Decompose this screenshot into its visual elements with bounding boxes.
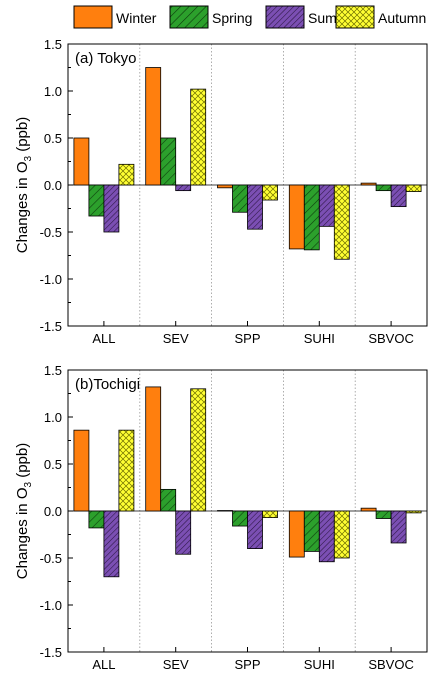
y-tick-label: 1.5 [44, 37, 62, 52]
bar-summer-suhi [318, 510, 335, 563]
bar-autumn-sev [190, 388, 207, 512]
y-tick-label: 1.0 [44, 410, 62, 425]
x-tick-label-sbvoc: SBVOC [368, 331, 414, 346]
panel-tokyo: 1.5 1.0 0.5 0.0 -0.5 -1.0 -1.5 ALL SEV SPP SUHI SBV… [14, 37, 428, 346]
y-tick-label: 1.5 [44, 363, 62, 378]
bar-autumn-spp [262, 510, 278, 518]
bar-spring-all [88, 510, 105, 529]
bar-summer-all [103, 510, 120, 578]
bar-spring-sev [160, 137, 177, 186]
panel-label: (b)Tochigi [75, 376, 140, 393]
y-tick-label: 0.5 [44, 457, 62, 472]
bar-winter-suhi [288, 510, 305, 558]
legend-item-autumn: Autumn [335, 5, 426, 29]
bar-summer-sbvoc [390, 510, 407, 544]
x-tick-label-suhi: SUHI [304, 331, 335, 346]
x-tick-label-all: ALL [92, 331, 115, 346]
legend-swatch-spring [169, 5, 209, 29]
bar-winter-sev [145, 386, 162, 512]
bar-autumn-all [118, 429, 135, 512]
bar-spring-all [88, 184, 105, 217]
bar-winter-spp [217, 510, 233, 512]
bar-summer-suhi [318, 184, 335, 227]
x-tick-label-all: ALL [92, 657, 115, 672]
bar-spring-suhi [303, 510, 320, 552]
bar-winter-all [73, 137, 90, 186]
x-tick-label-spp: SPP [234, 657, 260, 672]
bar-autumn-all [118, 163, 135, 186]
bar-winter-spp [217, 184, 233, 189]
x-tick-label-sev: SEV [163, 331, 189, 346]
bar-summer-sev [175, 510, 192, 555]
y-tick-label: -1.0 [40, 598, 62, 613]
bar-summer-spp [247, 184, 263, 230]
legend-swatch-summer [265, 5, 305, 29]
bar-winter-sbvoc [360, 182, 377, 186]
bar-summer-sbvoc [390, 184, 407, 208]
legend-swatch-autumn [335, 5, 375, 29]
y-tick-label: 0.0 [44, 504, 62, 519]
bar-winter-all [73, 429, 90, 512]
bar-spring-spp [232, 184, 248, 213]
x-tick-label-sev: SEV [163, 657, 189, 672]
bar-spring-suhi [303, 184, 320, 251]
y-tick-label: 0.0 [44, 178, 62, 193]
bar-winter-sbvoc [360, 507, 377, 512]
bar-winter-sev [145, 67, 162, 186]
bar-autumn-suhi [333, 510, 350, 559]
legend-label-winter: Winter [116, 10, 157, 26]
legend-label-spring: Spring [212, 10, 252, 26]
panel-label: (a) Tokyo [75, 50, 136, 67]
bar-autumn-sev [190, 88, 207, 186]
legend-label-autumn: Autumn [378, 10, 426, 26]
bar-winter-suhi [288, 184, 305, 250]
bar-autumn-spp [262, 184, 278, 201]
x-tick-label-spp: SPP [234, 331, 260, 346]
bar-autumn-sbvoc [405, 510, 422, 514]
bar-spring-sbvoc [375, 184, 392, 192]
legend-item-winter: Winter [73, 5, 157, 29]
y-tick-label: -1.0 [40, 272, 62, 287]
y-tick-label: -0.5 [40, 551, 62, 566]
y-tick-label: 1.0 [44, 84, 62, 99]
bar-spring-sbvoc [375, 510, 392, 519]
y-tick-label: -1.5 [40, 645, 62, 660]
bar-autumn-suhi [333, 184, 350, 260]
y-tick-label: -1.5 [40, 319, 62, 334]
legend-item-spring: Spring [169, 5, 252, 29]
bar-spring-sev [160, 488, 177, 512]
bar-spring-spp [232, 510, 248, 527]
y-tick-label: 0.5 [44, 131, 62, 146]
x-tick-label-suhi: SUHI [304, 657, 335, 672]
y-axis-title: Changes in O3 (ppb) [14, 443, 34, 579]
y-tick-label: -0.5 [40, 225, 62, 240]
y-axis-title: Changes in O3 (ppb) [14, 117, 34, 253]
x-tick-label-sbvoc: SBVOC [368, 657, 414, 672]
legend: Winter Spring Summer Autumn [73, 5, 426, 29]
bar-summer-all [103, 184, 120, 233]
panel-tochigi: 1.5 1.0 0.5 0.0 -0.5 -1.0 -1.5 ALL SEV SPP SUHI SBV… [14, 363, 428, 672]
bar-autumn-sbvoc [405, 184, 422, 192]
legend-swatch-winter [73, 5, 113, 29]
bar-summer-sev [175, 184, 192, 192]
bar-summer-spp [247, 510, 263, 549]
